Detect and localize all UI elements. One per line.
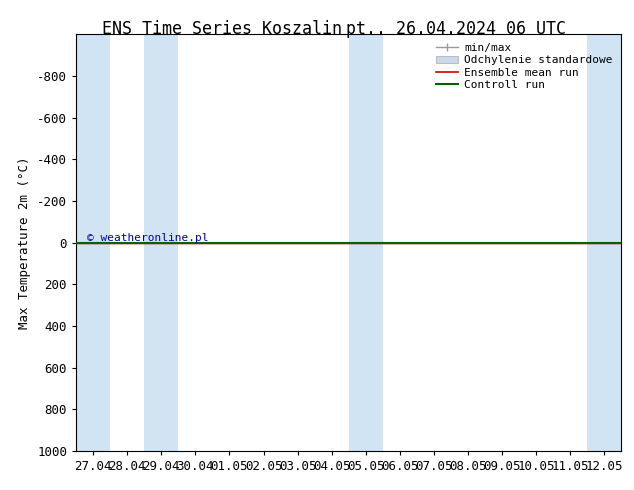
Text: © weatheronline.pl: © weatheronline.pl (87, 233, 209, 243)
Legend: min/max, Odchylenie standardowe, Ensemble mean run, Controll run: min/max, Odchylenie standardowe, Ensembl… (433, 40, 616, 93)
Bar (76, 34, 110, 451)
Bar (587, 34, 621, 451)
Text: pt.. 26.04.2024 06 UTC: pt.. 26.04.2024 06 UTC (346, 20, 567, 38)
Bar (144, 34, 178, 451)
Text: ENS Time Series Koszalin: ENS Time Series Koszalin (102, 20, 342, 38)
Y-axis label: Max Temperature 2m (°C): Max Temperature 2m (°C) (18, 156, 32, 329)
Bar (349, 34, 383, 451)
